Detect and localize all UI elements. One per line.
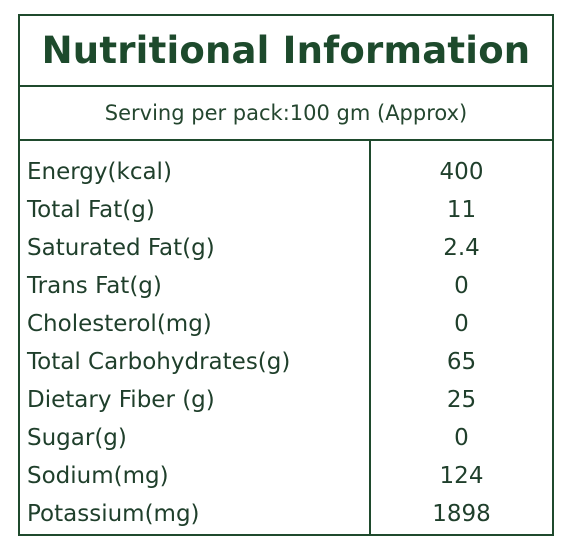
nutrient-value: 0 — [454, 273, 469, 299]
nutrient-label: Potassium(mg) — [27, 501, 200, 527]
table-row-cholesterol: Cholesterol(mg) 0 — [20, 305, 552, 343]
serving-text: Serving per pack:100 gm (Approx) — [104, 101, 468, 125]
nutrient-label: Energy(kcal) — [27, 159, 172, 185]
table-row-total-carbohydrates: Total Carbohydrates(g) 65 — [20, 343, 552, 381]
nutrient-value: 400 — [439, 159, 484, 185]
nutrient-label: Sugar(g) — [27, 425, 127, 451]
page-title: Nutritional Information — [41, 29, 531, 72]
nutrient-label: Sodium(mg) — [27, 463, 169, 489]
table-row-total-fat: Total Fat(g) 11 — [20, 191, 552, 229]
title-row: Nutritional Information — [20, 16, 552, 87]
serving-row: Serving per pack:100 gm (Approx) — [20, 87, 552, 141]
nutrition-panel: Nutritional Information Serving per pack… — [18, 14, 554, 536]
nutrient-value: 2.4 — [443, 235, 480, 261]
nutrient-label: Cholesterol(mg) — [27, 311, 212, 337]
table-row-potassium: Potassium(mg) 1898 — [20, 495, 552, 533]
nutrient-value: 1898 — [432, 501, 491, 527]
nutrient-label: Trans Fat(g) — [27, 273, 162, 299]
nutrient-value: 65 — [446, 349, 477, 375]
nutrient-value: 124 — [439, 463, 484, 489]
table-row-energy: Energy(kcal) 400 — [20, 153, 552, 191]
table-row-trans-fat: Trans Fat(g) 0 — [20, 267, 552, 305]
nutrient-value: 25 — [446, 387, 477, 413]
table-row-dietary-fiber: Dietary Fiber (g) 25 — [20, 381, 552, 419]
nutrient-label: Total Carbohydrates(g) — [27, 349, 291, 375]
nutrient-table: Energy(kcal) 400 Total Fat(g) 11 Saturat… — [20, 141, 552, 534]
table-row-sugar: Sugar(g) 0 — [20, 419, 552, 457]
nutrient-value: 11 — [446, 197, 477, 223]
nutrient-label: Total Fat(g) — [27, 197, 155, 223]
nutrient-label: Dietary Fiber (g) — [27, 387, 215, 413]
nutrient-label: Saturated Fat(g) — [27, 235, 215, 261]
column-divider — [369, 141, 371, 534]
table-row-sodium: Sodium(mg) 124 — [20, 457, 552, 495]
nutrient-value: 0 — [454, 425, 469, 451]
nutrient-value: 0 — [454, 311, 469, 337]
table-row-saturated-fat: Saturated Fat(g) 2.4 — [20, 229, 552, 267]
